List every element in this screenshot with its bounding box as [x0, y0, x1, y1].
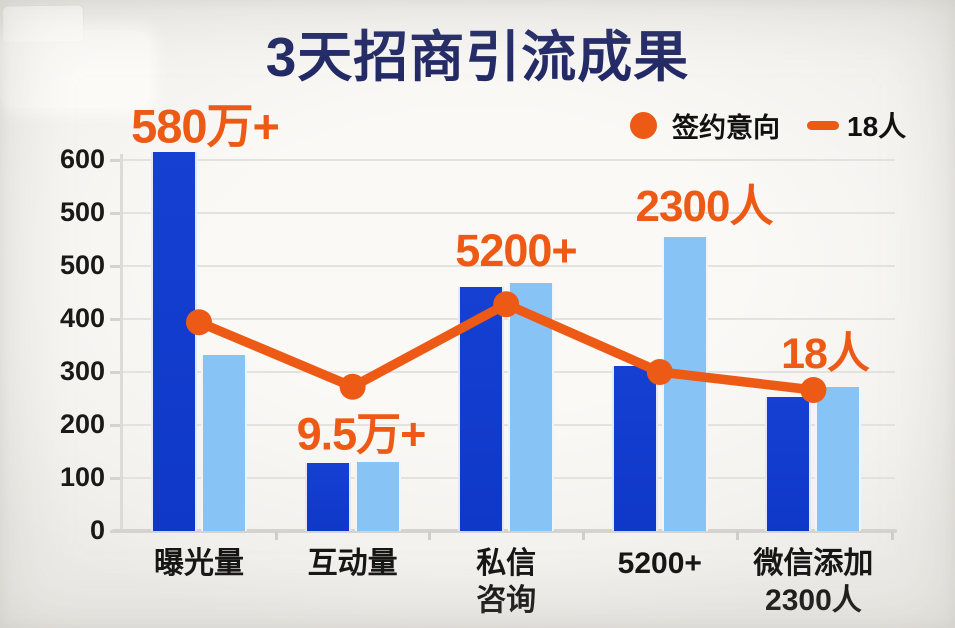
- bar-light-4: [815, 386, 862, 531]
- annotation-1: 9.5万+: [296, 408, 427, 460]
- x-axis-tick: [274, 531, 278, 540]
- y-axis-line: [120, 154, 123, 531]
- x-axis-label-0: 曝光量: [154, 547, 244, 580]
- annotation-2: 5200+: [455, 225, 577, 276]
- x-axis-tick: [428, 531, 432, 540]
- legend-point-label: 签约意向: [672, 112, 780, 143]
- x-axis-tick-end: [891, 531, 894, 540]
- x-axis-line: [112, 529, 897, 533]
- gridline-100: [121, 477, 895, 479]
- gridline-200: [121, 424, 895, 426]
- y-axis-label-3: 300: [59, 356, 105, 386]
- y-axis-tick: [110, 370, 120, 374]
- legend: 签约意向 18人: [630, 106, 906, 144]
- y-axis-label-0: 0: [89, 515, 105, 545]
- x-axis-label-3: 5200+: [617, 547, 702, 580]
- y-axis-label-7: 600: [59, 144, 105, 174]
- bar-dark-4: [765, 396, 812, 531]
- x-axis-label-1: 互动量: [307, 547, 398, 580]
- y-axis-tick: [110, 211, 120, 215]
- annotation-3: 2300人: [635, 182, 774, 231]
- y-axis-label-4: 400: [59, 303, 105, 333]
- bar-light-2: [508, 282, 555, 531]
- y-axis-tick: [110, 423, 120, 427]
- intention-point-1: [339, 373, 366, 400]
- gridline-500: [121, 212, 895, 214]
- legend-point-icon: [630, 111, 657, 139]
- x-axis-label-4: 微信添加 2300人: [753, 547, 874, 617]
- y-axis-tick: [110, 158, 120, 162]
- y-axis-tick: [110, 476, 120, 480]
- bar-light-3: [661, 236, 708, 531]
- y-axis-label-2: 200: [59, 409, 105, 439]
- chart-title: 3天招商引流成果: [265, 26, 690, 88]
- legend-line-icon: [807, 120, 839, 130]
- gridline-500: [121, 265, 895, 267]
- bar-dark-0: [151, 152, 197, 531]
- y-axis-label-1: 100: [59, 462, 105, 492]
- y-axis-label-6: 500: [59, 197, 105, 227]
- bar-light-0: [201, 355, 247, 531]
- annotation-0: 580万+: [131, 99, 280, 153]
- y-axis-tick: [110, 317, 120, 321]
- bar-dark-2: [458, 287, 505, 531]
- x-axis-tick: [582, 531, 585, 540]
- annotation-4: 18人: [781, 330, 870, 378]
- gridline-600: [121, 159, 895, 161]
- bar-dark-1: [304, 463, 351, 531]
- y-axis-tick: [110, 264, 120, 268]
- erased-watermark-glow: [0, 30, 150, 108]
- legend-line-label: 18人: [847, 111, 907, 142]
- y-axis-label-5: 500: [59, 250, 105, 280]
- x-axis-tick: [735, 531, 739, 540]
- x-axis-label-2: 私信 咨询: [476, 547, 537, 617]
- bar-light-1: [354, 462, 401, 531]
- bar-dark-3: [611, 366, 658, 531]
